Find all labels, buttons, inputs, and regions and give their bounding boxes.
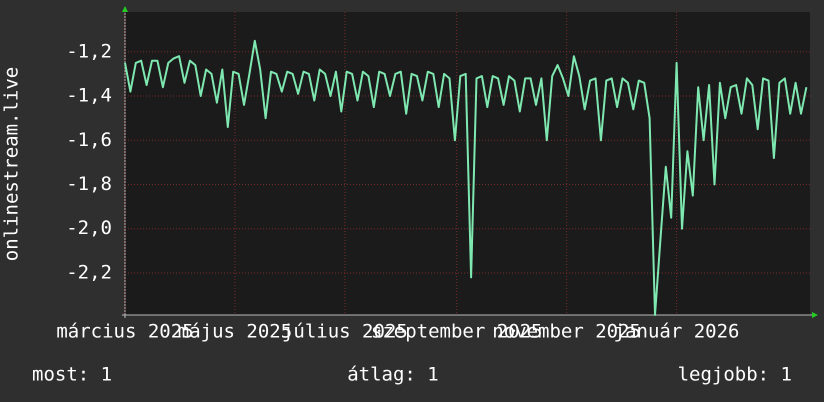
y-arrow bbox=[122, 6, 128, 12]
x-tick-label: július 2025 bbox=[282, 321, 408, 343]
y-tick-label: -1,6 bbox=[66, 129, 112, 151]
x-tick-label: március 2025 bbox=[56, 321, 193, 343]
stat: legjobb: 1 bbox=[678, 364, 792, 386]
y-tick-label: -1,2 bbox=[66, 40, 112, 62]
series-line bbox=[124, 39, 808, 316]
plot: -1,2 -1,4 -1,6 -1,8 -2,0 -2,2 március 2025máju… bbox=[56, 12, 810, 343]
y-axis-title: onlinestream.live bbox=[1, 67, 23, 261]
stat: most: 1 bbox=[32, 364, 112, 386]
y-tick-label: -1,4 bbox=[66, 85, 112, 107]
y-tick-label: -1,8 bbox=[66, 173, 112, 195]
x-arrow bbox=[812, 312, 818, 318]
y-tick-label: -2,2 bbox=[66, 261, 112, 283]
x-tick-label: szeptember 2025 bbox=[371, 321, 543, 343]
x-tick-label: november 2025 bbox=[492, 321, 641, 343]
x-tick-label: január 2026 bbox=[614, 321, 740, 343]
stat: átlag: 1 bbox=[347, 364, 439, 386]
x-tick-label: május 2025 bbox=[178, 321, 292, 343]
y-tick-label: -2,0 bbox=[66, 217, 112, 239]
